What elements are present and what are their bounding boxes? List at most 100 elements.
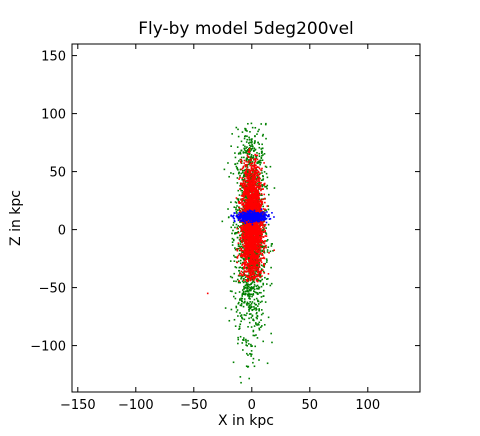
scatter-point-series-1	[259, 252, 262, 254]
scatter-point-series-1	[255, 266, 258, 268]
scatter-point-series-1	[262, 242, 265, 244]
scatter-point-series-1	[252, 251, 255, 253]
scatter-point-series-1	[247, 232, 250, 235]
scatter-point-series-1	[254, 252, 256, 255]
scatter-point-series-1	[249, 274, 252, 276]
scatter-point-series-1	[263, 225, 266, 227]
scatter-point-series-0	[244, 290, 247, 293]
scatter-point-series-1	[242, 274, 244, 277]
scatter-point-series-1	[249, 239, 251, 241]
scatter-point-series-1	[245, 208, 248, 211]
scatter-point-series-0	[248, 142, 250, 144]
scatter-point-series-1	[255, 172, 257, 174]
scatter-point-series-1	[247, 173, 250, 176]
scatter-point-series-1	[248, 240, 251, 242]
scatter-point-series-1	[244, 199, 247, 201]
scatter-point-series-2	[248, 212, 250, 215]
scatter-point-series-1	[235, 197, 238, 199]
scatter-point-series-1	[243, 230, 246, 232]
scatter-point-series-1	[251, 246, 254, 249]
scatter-point-series-1	[260, 234, 263, 237]
scatter-point-series-0	[255, 297, 258, 300]
scatter-point-series-1	[242, 194, 244, 197]
scatter-point-series-0	[248, 308, 250, 311]
scatter-point-series-0	[248, 272, 250, 274]
scatter-point-series-1	[246, 226, 248, 229]
scatter-point-series-0	[260, 150, 263, 153]
scatter-point-series-1	[267, 273, 270, 275]
scatter-point-series-1	[255, 221, 257, 223]
scatter-point-series-2	[243, 215, 245, 218]
scatter-point-series-1	[260, 259, 262, 262]
scatter-point-series-0	[250, 350, 253, 352]
scatter-point-series-1	[252, 177, 254, 180]
scatter-point-series-0	[249, 253, 251, 256]
scatter-point-series-2	[265, 213, 267, 216]
scatter-point-series-1	[256, 166, 258, 168]
scatter-point-series-1	[242, 254, 245, 257]
scatter-point-series-1	[266, 205, 269, 207]
scatter-point-series-0	[266, 239, 269, 241]
scatter-point-series-2	[244, 218, 247, 220]
scatter-point-series-1	[253, 188, 256, 191]
scatter-point-series-0	[259, 273, 262, 276]
scatter-point-series-1	[252, 257, 255, 260]
scatter-point-series-1	[257, 171, 260, 173]
scatter-point-series-1	[246, 211, 249, 214]
scatter-point-series-0	[234, 163, 237, 165]
scatter-point-series-0	[246, 274, 249, 277]
scatter-point-series-0	[254, 141, 256, 144]
scatter-point-series-0	[252, 334, 255, 337]
scatter-point-series-0	[261, 185, 264, 188]
scatter-point-series-1	[242, 213, 245, 215]
scatter-point-series-0	[238, 291, 241, 293]
scatter-point-series-1	[256, 251, 259, 254]
scatter-point-series-0	[242, 271, 244, 274]
scatter-point-series-2	[252, 220, 255, 222]
scatter-point-series-0	[256, 287, 259, 290]
scatter-point-series-0	[261, 250, 264, 253]
y-tick-label: −50	[39, 282, 66, 297]
scatter-point-series-0	[245, 141, 248, 143]
scatter-point-series-1	[238, 274, 241, 276]
scatter-point-series-1	[248, 269, 250, 272]
scatter-point-series-0	[248, 297, 250, 300]
scatter-point-series-0	[250, 154, 253, 156]
scatter-point-series-0	[261, 254, 263, 256]
scatter-point-series-0	[251, 345, 253, 347]
scatter-point-series-0	[260, 296, 263, 298]
scatter-point-series-1	[243, 259, 246, 262]
scatter-point-series-1	[255, 241, 258, 243]
scatter-point-series-1	[245, 250, 248, 253]
scatter-point-series-0	[236, 205, 238, 207]
scatter-point-series-2	[230, 215, 232, 217]
scatter-point-series-1	[251, 177, 253, 179]
scatter-point-series-0	[240, 303, 243, 305]
scatter-point-series-1	[236, 227, 239, 230]
scatter-point-series-0	[256, 337, 259, 339]
scatter-point-series-1	[252, 197, 254, 200]
x-tick-label: −150	[60, 398, 96, 413]
scatter-point-series-0	[249, 161, 252, 164]
scatter-point-series-1	[252, 200, 255, 203]
scatter-point-series-1	[238, 280, 241, 282]
scatter-point-series-1	[245, 180, 248, 182]
scatter-point-series-2	[251, 217, 254, 219]
scatter-point-series-2	[248, 209, 251, 212]
scatter-point-series-1	[254, 246, 256, 249]
scatter-point-series-0	[259, 159, 262, 162]
scatter-point-series-1	[248, 176, 250, 179]
scatter-point-series-1	[247, 204, 250, 206]
scatter-point-series-0	[248, 306, 251, 308]
scatter-point-series-0	[260, 319, 262, 321]
scatter-point-series-1	[254, 190, 257, 193]
scatter-point-series-1	[244, 241, 247, 243]
scatter-point-series-0	[235, 231, 237, 234]
scatter-point-series-2	[241, 217, 243, 219]
scatter-point-series-1	[249, 186, 251, 189]
scatter-point-series-2	[268, 215, 270, 218]
scatter-point-series-0	[266, 249, 269, 251]
scatter-point-series-0	[239, 168, 242, 171]
scatter-point-series-1	[240, 199, 242, 201]
scatter-point-series-1	[255, 238, 258, 240]
